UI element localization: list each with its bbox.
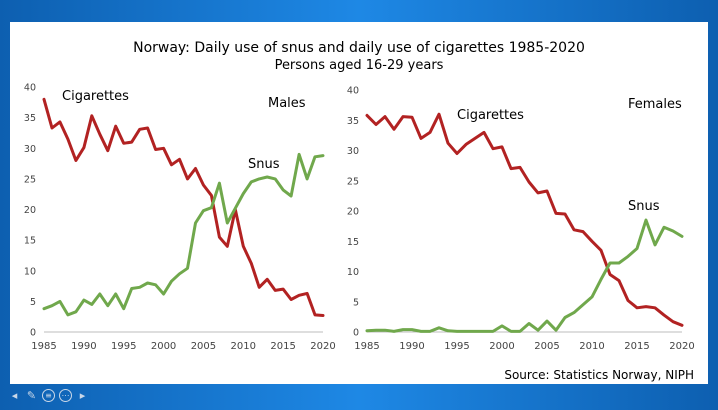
x-tick-label: 2015 bbox=[270, 341, 295, 352]
series-line-snus bbox=[42, 152, 325, 317]
series-label-snus: Snus bbox=[248, 157, 280, 172]
source-note: Source: Statistics Norway, NIPH bbox=[504, 368, 694, 382]
y-tick-label: 10 bbox=[24, 266, 36, 277]
x-tick-label: 1985 bbox=[354, 341, 379, 352]
y-tick-label: 30 bbox=[347, 146, 359, 157]
slide: Norway: Daily use of snus and daily use … bbox=[10, 22, 708, 384]
y-tick-label: 15 bbox=[24, 236, 36, 247]
x-tick-label: 2015 bbox=[624, 341, 649, 352]
y-tick-label: 10 bbox=[347, 267, 359, 278]
y-tick-label: 20 bbox=[347, 207, 359, 218]
chart-subtitle: Persons aged 16-29 years bbox=[274, 58, 444, 73]
x-tick-label: 2000 bbox=[489, 341, 514, 352]
x-tick-label: 2005 bbox=[534, 341, 559, 352]
y-tick-label: 5 bbox=[30, 297, 36, 308]
x-tick-label: 2010 bbox=[231, 341, 256, 352]
chart-title: Norway: Daily use of snus and daily use … bbox=[133, 40, 585, 56]
x-tick-label: 1985 bbox=[31, 341, 56, 352]
series-label-cigarettes: Cigarettes bbox=[62, 89, 129, 104]
arrow-right-icon[interactable]: ▸ bbox=[79, 388, 86, 402]
y-tick-label: 40 bbox=[347, 86, 359, 97]
arrow-left-icon[interactable]: ◂ bbox=[11, 388, 18, 402]
y-tick-label: 40 bbox=[24, 83, 36, 94]
slide-nav: ◂ ✎ ≡ ⋯ ▸ bbox=[8, 386, 89, 404]
x-tick-label: 1990 bbox=[399, 341, 424, 352]
series-line-cigarettes bbox=[42, 97, 325, 317]
y-tick-label: 5 bbox=[353, 297, 359, 308]
y-tick-label: 15 bbox=[347, 237, 359, 248]
y-tick-label: 0 bbox=[30, 328, 36, 339]
y-tick-label: 0 bbox=[353, 328, 359, 339]
pencil-icon[interactable]: ✎ bbox=[26, 388, 37, 402]
y-tick-label: 30 bbox=[24, 144, 36, 155]
panel-label: Females bbox=[628, 97, 682, 112]
x-tick-label: 2020 bbox=[669, 341, 694, 352]
y-tick-label: 35 bbox=[24, 113, 36, 124]
y-tick-label: 25 bbox=[347, 176, 359, 187]
x-tick-label: 2010 bbox=[579, 341, 604, 352]
x-tick-label: 1995 bbox=[111, 341, 136, 352]
y-tick-label: 25 bbox=[24, 174, 36, 185]
series-label-snus: Snus bbox=[628, 199, 660, 214]
series-label-cigarettes: Cigarettes bbox=[457, 108, 524, 123]
series-line-snus bbox=[365, 218, 684, 333]
panel-label: Males bbox=[268, 96, 306, 111]
series-line-cigarettes bbox=[365, 112, 684, 327]
x-tick-label: 2020 bbox=[310, 341, 335, 352]
x-tick-label: 2005 bbox=[191, 341, 216, 352]
more-circle-icon[interactable]: ⋯ bbox=[59, 388, 72, 402]
x-tick-label: 2000 bbox=[151, 341, 176, 352]
y-tick-label: 20 bbox=[24, 205, 36, 216]
x-tick-label: 1990 bbox=[71, 341, 96, 352]
menu-circle-icon[interactable]: ≡ bbox=[42, 388, 55, 402]
x-tick-label: 1995 bbox=[444, 341, 469, 352]
y-tick-label: 35 bbox=[347, 116, 359, 127]
